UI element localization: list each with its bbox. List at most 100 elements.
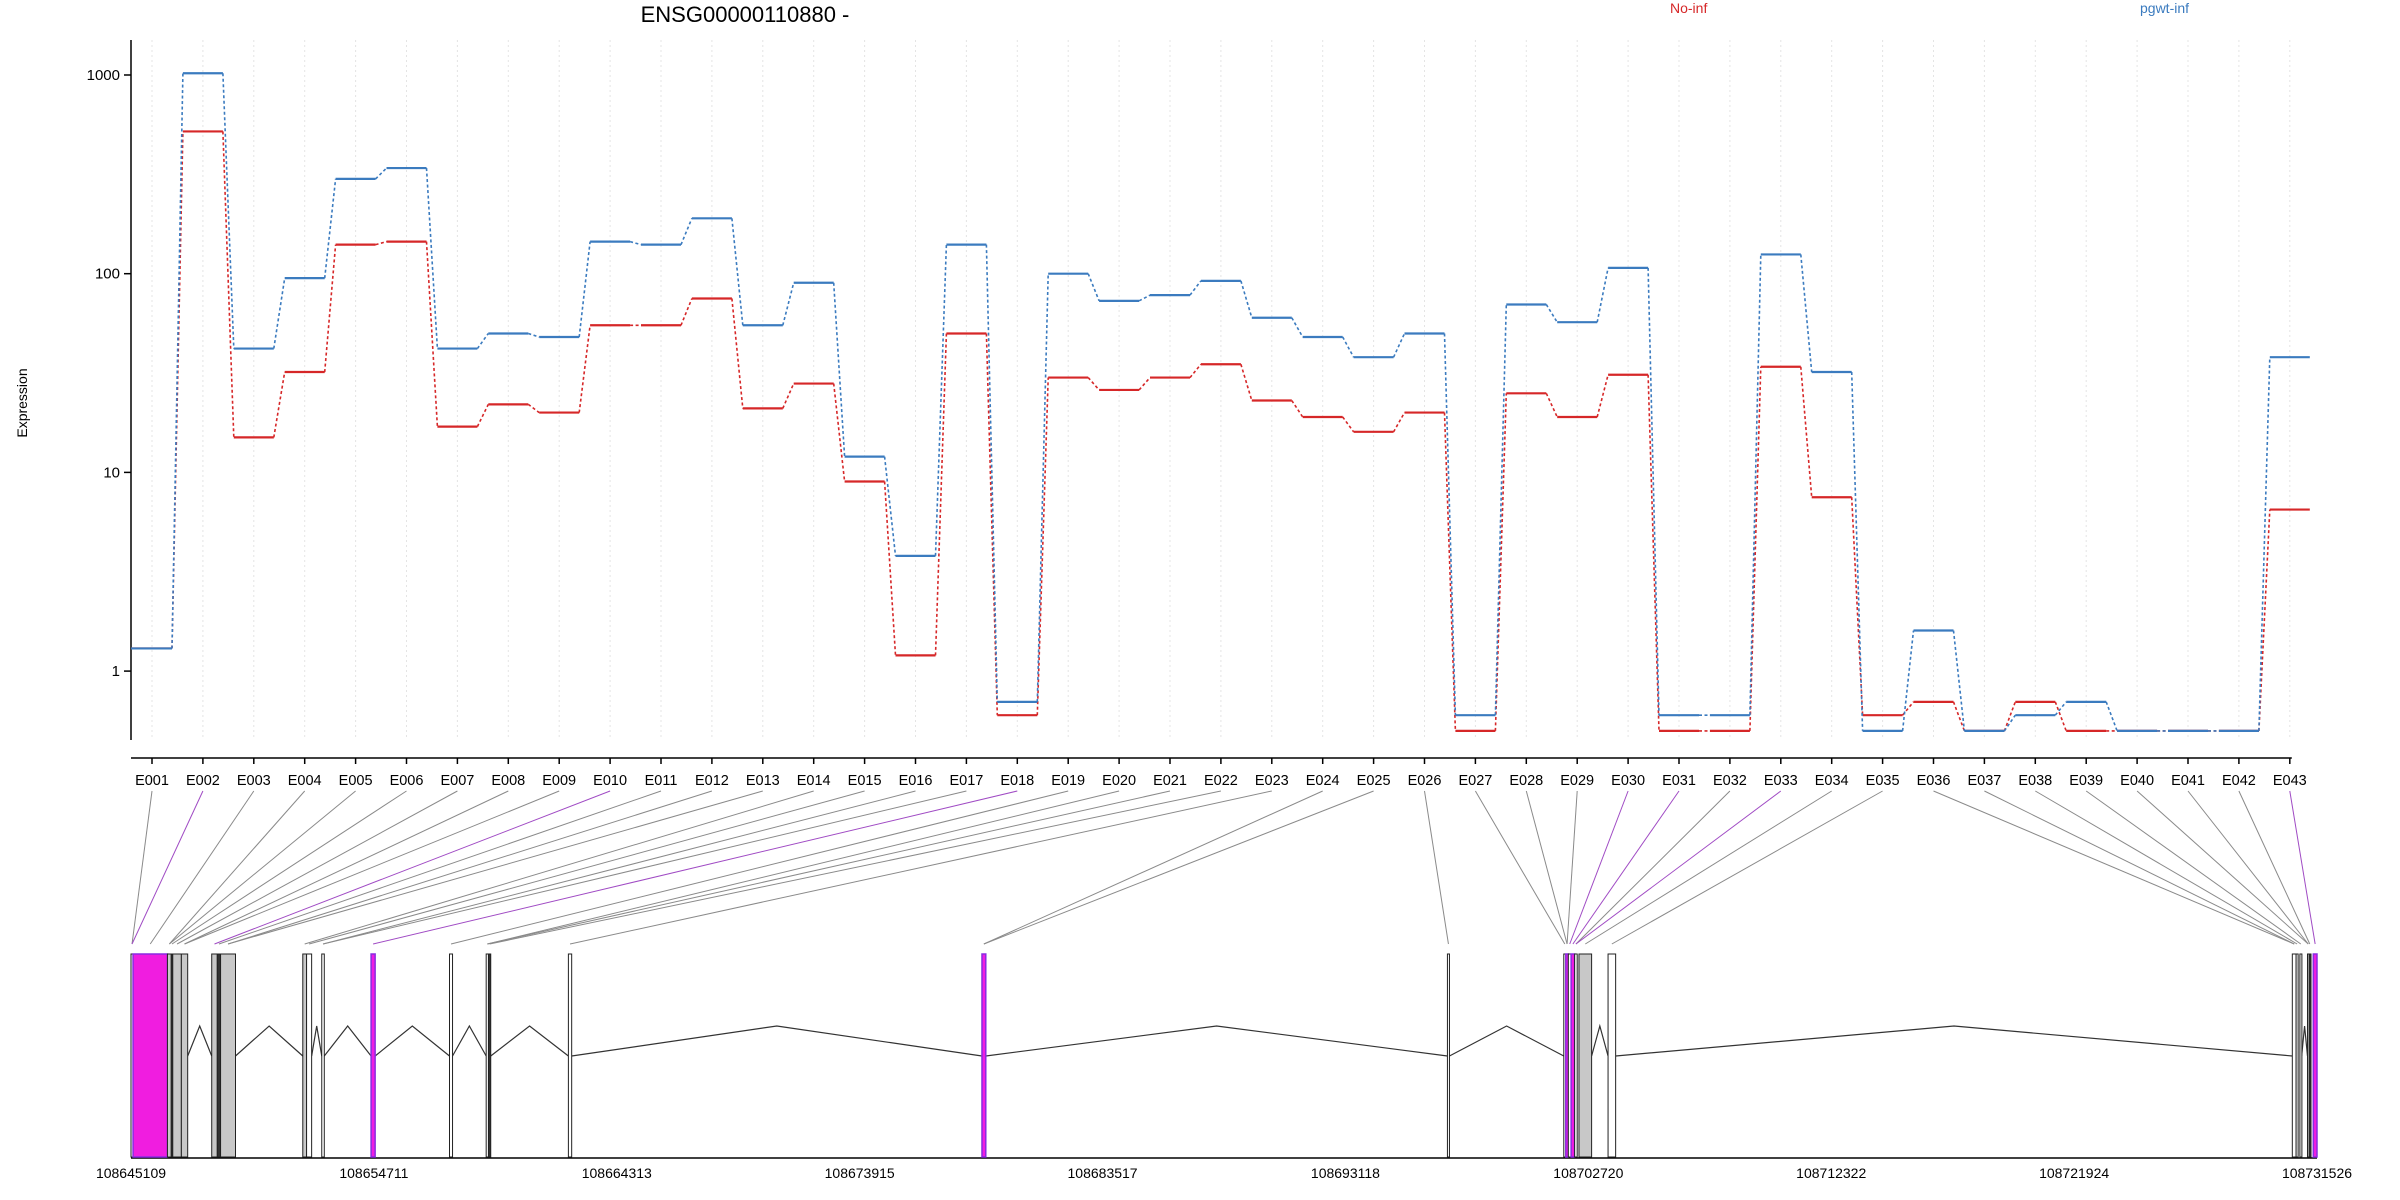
connector-E021: [487, 790, 1171, 945]
connector-E018: [372, 790, 1018, 945]
series-1-step-E008: [528, 332, 540, 338]
series-0-step-E008: [527, 403, 540, 414]
series-0-step-E013: [782, 383, 795, 409]
series-0-step-E024: [1342, 416, 1355, 433]
series-1-step-E034: [1850, 371, 1864, 731]
connector-E016: [322, 790, 916, 945]
intron-E016: [490, 1025, 569, 1057]
gene-exon-E018: [981, 953, 987, 1158]
series-0-step-E007: [476, 404, 490, 427]
series-1-step-E025: [1392, 333, 1406, 358]
series-1-step-E032: [1749, 254, 1762, 716]
series-0-step-E021: [1189, 363, 1202, 379]
series-1-step-E015: [883, 456, 897, 556]
x-tick-label-E002: E002: [186, 773, 220, 789]
gene-axis-label-108693118: 108693118: [1311, 1165, 1380, 1181]
x-tick-label-E007: E007: [440, 773, 474, 789]
series-1-step-E001: [171, 73, 184, 649]
gene-exon-E007: [211, 953, 218, 1158]
x-tick-label-E022: E022: [1204, 773, 1238, 789]
intron-E026: [1615, 1025, 2293, 1057]
connector-E010: [214, 790, 611, 945]
gene-exon-E005: [172, 953, 182, 1158]
connector-E017: [322, 790, 967, 945]
connector-E001: [131, 790, 153, 945]
series-1-step-E006: [425, 168, 439, 349]
legend-item-no-inf: No-inf: [1670, 0, 1708, 16]
gene-exon-E011: [306, 953, 313, 1158]
series-1-step-E026: [1443, 333, 1457, 716]
gene-exon-E029: [2299, 953, 2303, 1158]
gene-exon-E032: [2312, 953, 2318, 1158]
series-1-step-E002: [222, 73, 235, 349]
intron-E017: [571, 1025, 983, 1057]
gene-axis-label-108721924: 108721924: [2039, 1165, 2109, 1181]
x-tick-label-E017: E017: [949, 773, 983, 789]
intron-E029: [2301, 1025, 2309, 1057]
gene-axis-label-108654711: 108654711: [339, 1165, 408, 1181]
gene-exon-E031: [2308, 953, 2312, 1158]
series-1-step-E018: [1036, 273, 1049, 702]
connector-E036: [1933, 790, 2295, 945]
series-0-step-E026: [1443, 412, 1457, 731]
series-0-step-E028: [1545, 392, 1558, 418]
gene-axis-label-108645109: 108645109: [96, 1165, 166, 1181]
x-tick-label-E006: E006: [390, 773, 424, 789]
gene-exon-E024: [1574, 953, 1578, 1158]
series-0-step-E011: [680, 298, 693, 326]
connector-E024: [983, 790, 1323, 945]
series-1-step-E003: [273, 277, 286, 349]
connector-E038: [2035, 790, 2298, 945]
series-1-step-E024: [1341, 336, 1355, 358]
connector-E019: [450, 790, 1069, 945]
x-tick-label-E039: E039: [2069, 773, 2103, 789]
series-0-step-E004: [323, 244, 337, 373]
series-0-step-E034: [1850, 497, 1864, 716]
connector-E043: [2289, 790, 2316, 945]
series-1-step-E022: [1240, 280, 1253, 318]
connector-E035: [1611, 790, 1883, 945]
intron-E012: [323, 1025, 372, 1057]
connector-E032: [1575, 790, 1731, 945]
x-tick-label-E004: E004: [288, 773, 322, 789]
gene-exon-E023: [1570, 953, 1576, 1158]
connector-E039: [2085, 790, 2302, 945]
series-1-step-E027: [1494, 304, 1508, 716]
x-tick-label-E025: E025: [1357, 773, 1391, 789]
series-1-step-E036: [1952, 630, 1966, 731]
series-1-step-E014: [832, 282, 846, 457]
connector-E026: [1424, 790, 1449, 945]
connector-E040: [2136, 790, 2309, 945]
connector-E031: [1572, 790, 1680, 945]
gene-axis-label-108664313: 108664313: [582, 1165, 652, 1181]
x-tick-label-E033: E033: [1764, 773, 1798, 789]
connector-E029: [1566, 790, 1578, 945]
connector-E041: [2187, 790, 2309, 945]
series-pgwt-inf: [131, 72, 2310, 733]
gene-exon-E025: [1578, 953, 1593, 1158]
series-1-step-E033: [1800, 254, 1813, 373]
series-1-step-E019: [1087, 273, 1100, 302]
gene-exon-E010: [302, 953, 308, 1158]
connector-E002: [131, 790, 204, 945]
connector-E003: [149, 790, 255, 945]
series-0-step-E016: [934, 333, 948, 656]
series-1-step-E017: [985, 244, 999, 702]
connector-E023: [569, 790, 1272, 945]
x-tick-label-E034: E034: [1815, 773, 1849, 789]
x-tick-label-E023: E023: [1255, 773, 1289, 789]
series-1-step-E013: [782, 282, 795, 326]
gene-exon-E003: [166, 953, 172, 1158]
x-tick-label-E038: E038: [2018, 773, 2052, 789]
connector-E015: [308, 790, 865, 945]
y-tick-label-10: 10: [103, 464, 120, 481]
connector-E012: [227, 790, 713, 945]
series-0-step-E006: [425, 241, 439, 427]
connector-E030: [1569, 790, 1629, 945]
gene-exon-E026: [1607, 953, 1617, 1158]
x-tick-label-E031: E031: [1662, 773, 1696, 789]
series-0-step-E003: [273, 371, 286, 438]
series-1-step-E007: [476, 333, 489, 350]
series-1-step-E030: [1647, 267, 1660, 716]
series-1-step-E011: [680, 217, 693, 245]
